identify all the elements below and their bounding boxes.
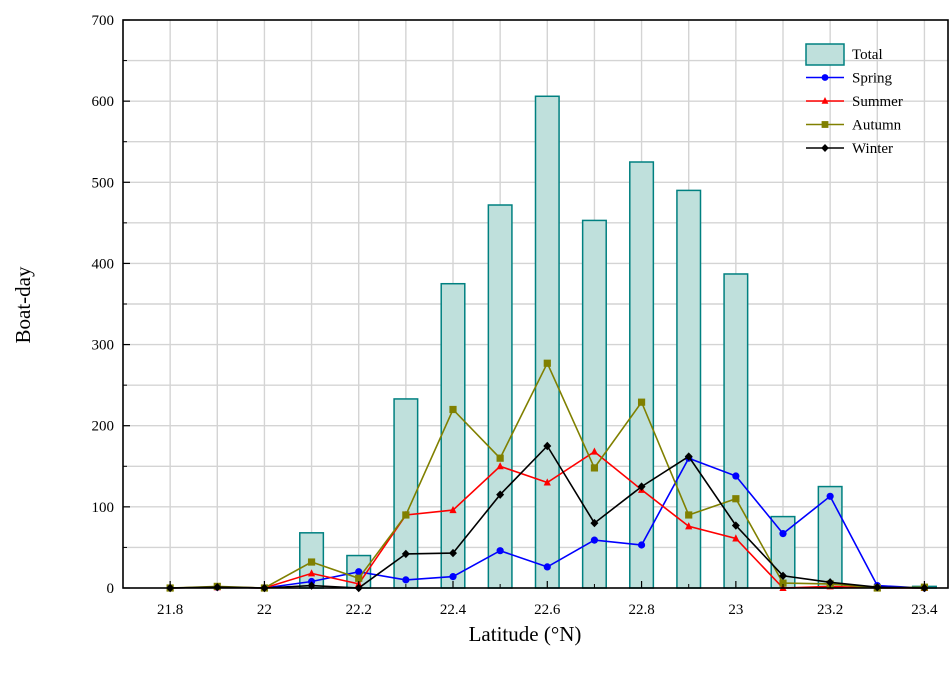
x-tick-label: 23 [728,602,743,618]
point-marker [732,472,740,480]
point-marker [821,97,829,104]
point-marker [355,574,363,582]
point-marker [779,579,787,587]
point-marker [590,536,599,544]
point-marker [543,359,551,367]
point-marker [821,144,829,152]
point-marker [821,121,829,128]
legend-item-winter: Winter [806,141,893,157]
point-marker [355,568,363,576]
point-marker [496,490,505,499]
point-marker [402,511,410,519]
point-marker [685,522,693,530]
point-marker [543,478,551,486]
point-marker [732,495,740,503]
point-marker [402,576,410,584]
point-marker [731,521,740,530]
point-marker [732,534,740,542]
point-marker [779,530,787,538]
x-tick-label: 22 [257,602,272,618]
point-marker [590,447,599,455]
x-axis-title: Latitude (°N) [469,622,582,646]
point-marker [449,405,457,414]
y-tick-label: 200 [92,419,115,435]
y-tick-labels: 0 100 200 300 400 500 600 700 [92,13,115,597]
bar-total [487,204,513,589]
legend-label: Summer [852,94,903,110]
point-marker [543,441,552,451]
legend-item-autumn: Autumn [806,118,902,134]
point-marker [821,74,829,81]
point-marker [496,547,504,555]
x-tick-label: 22.2 [346,602,372,618]
point-marker [307,569,316,577]
bar-total [534,95,560,589]
legend-item-summer: Summer [806,94,903,110]
bar-series-total [299,95,937,589]
legend-label: Winter [852,141,893,157]
point-marker [449,573,457,581]
point-marker [826,492,834,500]
point-marker [685,511,693,519]
legend-swatch [805,43,845,66]
bar-total [581,219,607,589]
point-marker [307,558,316,566]
x-tick-label: 23.2 [817,602,843,618]
point-marker [590,464,599,472]
point-marker [496,454,504,462]
point-marker [449,548,457,558]
legend-label: Autumn [852,118,902,134]
x-tick-label: 21.8 [157,602,183,618]
y-tick-label: 300 [92,338,115,354]
point-marker [684,452,693,461]
point-marker [449,505,457,514]
x-tick-label: 22.6 [534,602,561,618]
point-marker [637,482,646,491]
axis-ticks [123,19,926,589]
legend-item-total: Total [805,43,883,66]
x-tick-labels: 21.8 22 22.2 22.4 22.6 22.8 23 23.2 23.4 [157,602,938,618]
y-tick-label: 100 [92,500,115,516]
y-tick-label: 700 [92,13,115,29]
point-marker [637,541,646,549]
x-tick-label: 22.4 [440,602,467,618]
point-marker [401,549,410,559]
y-tick-label: 500 [92,175,115,191]
y-axis-title: Boat-day [11,266,35,343]
bar-total [629,161,655,589]
y-tick-label: 600 [92,94,115,110]
legend-item-spring: Spring [806,71,893,87]
legend: Total Spring Summer Autumn Winter [805,43,903,157]
y-tick-label: 400 [92,256,115,272]
y-tick-label: 0 [107,581,115,597]
x-tick-label: 22.8 [628,602,654,618]
legend-label: Spring [852,71,893,87]
point-marker [590,518,599,528]
x-tick-label: 23.4 [911,602,938,618]
point-marker [779,571,787,581]
point-marker [496,462,504,470]
point-marker [543,563,551,571]
point-marker [637,398,646,406]
legend-label: Total [852,47,883,63]
